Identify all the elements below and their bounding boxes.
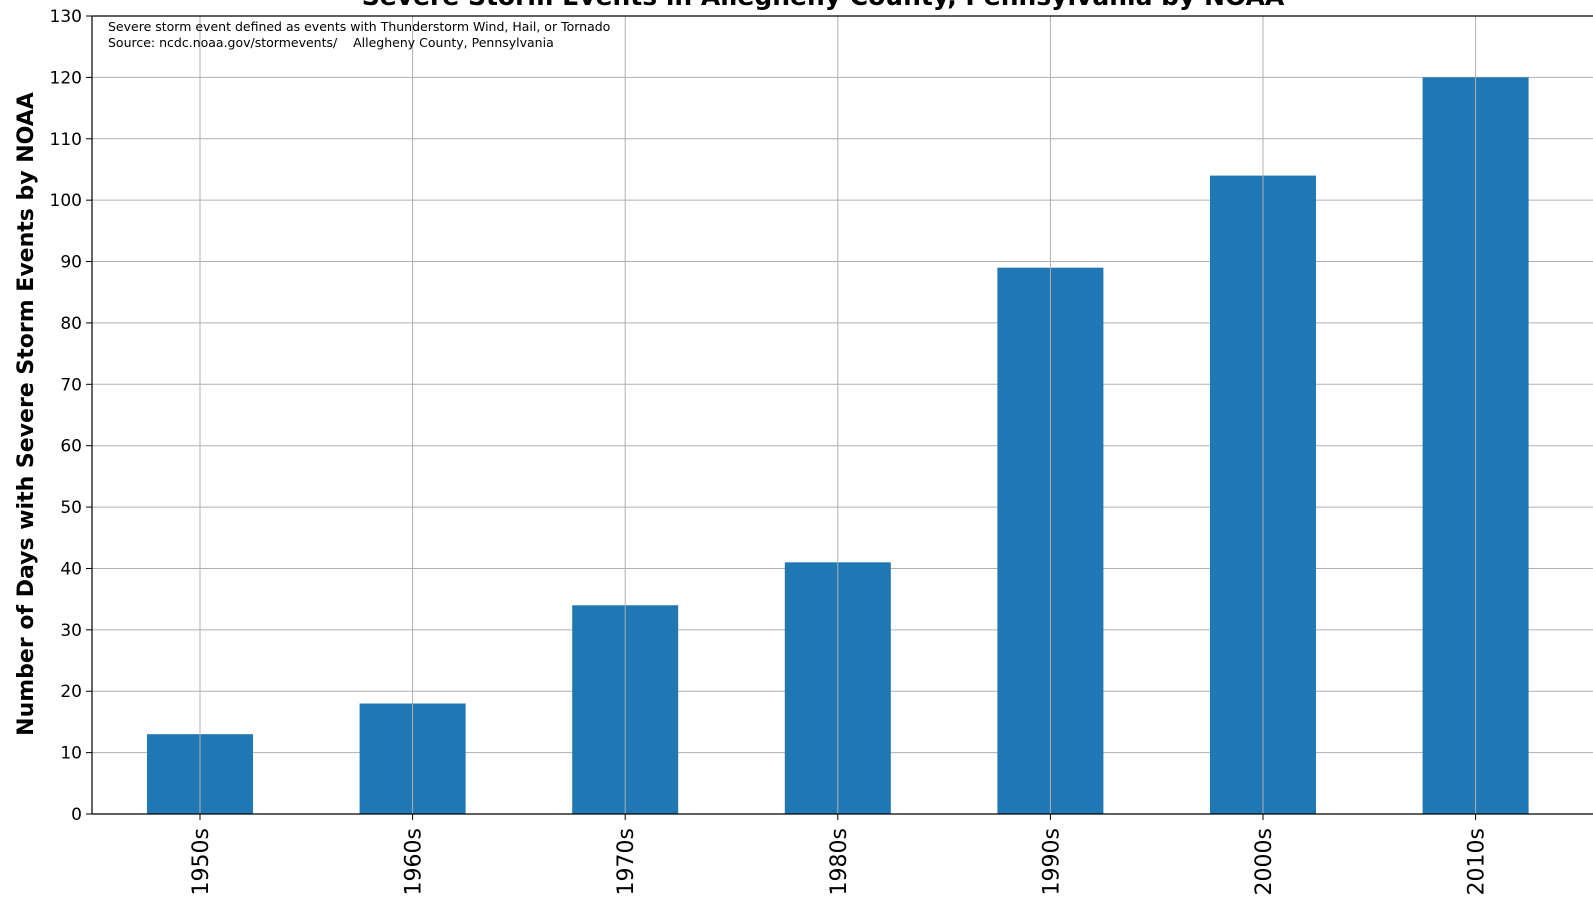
y-tick-label: 50 [60, 498, 82, 518]
y-tick-label: 100 [50, 191, 82, 211]
chart-annotation-source: Source: ncdc.noaa.gov/stormevents/ Alleg… [108, 35, 554, 50]
y-tick-label: 90 [60, 253, 82, 273]
y-tick-label: 30 [60, 621, 82, 641]
y-tick-label: 10 [60, 744, 82, 764]
x-tick-label: 1960s [402, 828, 427, 895]
x-tick-label: 1990s [1039, 828, 1064, 895]
x-tick-label: 1980s [827, 828, 852, 895]
y-tick-label: 110 [50, 130, 82, 150]
x-tick-label: 1970s [614, 828, 639, 895]
y-axis-label: Number of Days with Severe Storm Events … [14, 92, 39, 736]
chart-annotation-definition: Severe storm event defined as events wit… [108, 19, 610, 34]
y-tick-label: 60 [60, 437, 82, 457]
x-tick-label: 2010s [1465, 828, 1490, 895]
y-tick-label: 130 [50, 7, 82, 27]
y-tick-label: 80 [60, 314, 82, 334]
y-tick-label: 120 [50, 68, 82, 88]
y-tick-label: 40 [60, 559, 82, 579]
y-tick-label: 20 [60, 682, 82, 702]
x-tick-label: 2000s [1252, 828, 1277, 895]
axes: 0 10 20 30 40 50 60 70 80 90 100 110 120 130 1950s 1960… [50, 7, 1593, 895]
chart-title: Severe Storm Events in Allegheny County,… [362, 0, 1285, 11]
vertical-grid [199, 16, 1477, 814]
y-tick-label: 0 [71, 805, 82, 825]
x-tick-label: 1950s [189, 828, 214, 895]
y-tick-label: 70 [60, 375, 82, 395]
